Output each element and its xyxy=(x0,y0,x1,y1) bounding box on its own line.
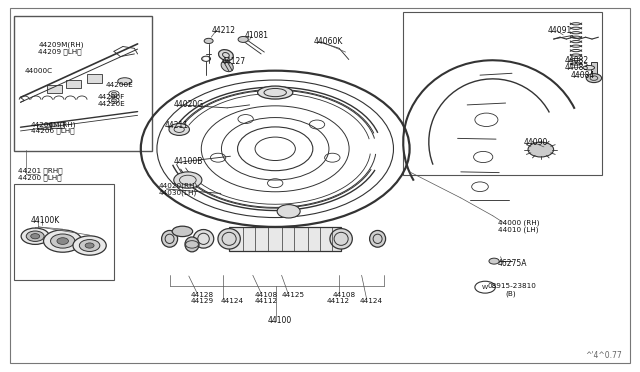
Text: 44212: 44212 xyxy=(211,26,236,35)
Text: 46275A: 46275A xyxy=(498,259,527,268)
Text: 44082: 44082 xyxy=(564,56,589,65)
Ellipse shape xyxy=(257,86,293,99)
Ellipse shape xyxy=(218,49,234,61)
Bar xyxy=(47,85,62,93)
Text: 44124: 44124 xyxy=(360,298,383,304)
Text: 44209M(RH): 44209M(RH) xyxy=(38,41,84,48)
Ellipse shape xyxy=(218,228,241,249)
Text: W: W xyxy=(482,285,488,290)
Text: 44000 (RH): 44000 (RH) xyxy=(498,220,540,227)
Circle shape xyxy=(73,236,106,255)
Circle shape xyxy=(202,56,211,61)
Bar xyxy=(14,184,114,280)
Circle shape xyxy=(85,243,94,248)
Text: 44129: 44129 xyxy=(191,298,214,304)
Text: 44100: 44100 xyxy=(268,316,292,325)
Text: 44125: 44125 xyxy=(282,292,305,298)
Text: 44090: 44090 xyxy=(524,138,548,147)
Text: 44211: 44211 xyxy=(165,121,189,130)
Text: 44108: 44108 xyxy=(333,292,356,298)
Bar xyxy=(14,16,152,151)
Text: 44100K: 44100K xyxy=(31,216,60,225)
Text: 44083: 44083 xyxy=(564,63,589,72)
Text: 44100B: 44100B xyxy=(174,157,204,166)
Text: 44124: 44124 xyxy=(221,298,244,304)
Ellipse shape xyxy=(221,61,234,72)
Ellipse shape xyxy=(330,228,352,249)
Text: 44200E: 44200E xyxy=(106,82,133,88)
Ellipse shape xyxy=(193,230,214,248)
Ellipse shape xyxy=(185,237,199,252)
Bar xyxy=(229,227,341,251)
Text: 44127: 44127 xyxy=(222,57,246,65)
Text: ^'4^0.77: ^'4^0.77 xyxy=(586,351,622,360)
Ellipse shape xyxy=(162,230,178,247)
Circle shape xyxy=(51,234,75,248)
Text: 44220E: 44220E xyxy=(98,101,125,107)
Circle shape xyxy=(238,36,248,42)
Text: 44200F: 44200F xyxy=(98,94,125,100)
Text: 44112: 44112 xyxy=(326,298,349,304)
Text: 44020(RH): 44020(RH) xyxy=(159,183,198,189)
Text: 44010 (LH): 44010 (LH) xyxy=(498,227,538,233)
Ellipse shape xyxy=(118,78,132,84)
Bar xyxy=(51,122,64,128)
Text: 44206M(RH): 44206M(RH) xyxy=(31,121,76,128)
Text: 08915-23810: 08915-23810 xyxy=(488,283,536,289)
Circle shape xyxy=(44,230,82,252)
Circle shape xyxy=(111,92,116,95)
Text: (B): (B) xyxy=(506,291,516,297)
Text: 44200 「LH」: 44200 「LH」 xyxy=(18,174,61,181)
Ellipse shape xyxy=(583,65,595,70)
Text: 44030(LH): 44030(LH) xyxy=(159,189,197,196)
Bar xyxy=(591,62,597,74)
Circle shape xyxy=(169,124,189,135)
Text: 44020G: 44020G xyxy=(174,100,204,109)
Circle shape xyxy=(174,172,202,188)
Text: 44201 「RH」: 44201 「RH」 xyxy=(18,168,63,174)
Ellipse shape xyxy=(172,226,193,237)
Bar xyxy=(403,12,602,175)
Circle shape xyxy=(204,57,209,60)
Circle shape xyxy=(586,74,602,83)
Circle shape xyxy=(57,238,68,244)
Bar xyxy=(37,124,50,129)
Text: 44084: 44084 xyxy=(571,71,595,80)
Ellipse shape xyxy=(370,230,385,247)
Text: 44112: 44112 xyxy=(255,298,278,304)
Circle shape xyxy=(528,142,554,157)
Circle shape xyxy=(489,258,499,264)
Text: 44091: 44091 xyxy=(547,26,572,35)
Circle shape xyxy=(79,240,100,251)
Text: 44209 「LH」: 44209 「LH」 xyxy=(38,49,82,55)
Text: 44060K: 44060K xyxy=(314,37,343,46)
Bar xyxy=(87,74,102,83)
Circle shape xyxy=(277,205,300,218)
Text: 44206 「LH」: 44206 「LH」 xyxy=(31,128,74,134)
Text: 44108: 44108 xyxy=(255,292,278,298)
Text: 44128: 44128 xyxy=(191,292,214,298)
Circle shape xyxy=(26,231,44,241)
Circle shape xyxy=(31,234,40,239)
Text: 41081: 41081 xyxy=(245,31,269,40)
Text: 44000C: 44000C xyxy=(24,68,52,74)
Circle shape xyxy=(111,99,116,102)
Circle shape xyxy=(21,228,49,244)
Circle shape xyxy=(204,38,213,44)
Bar xyxy=(66,80,81,88)
